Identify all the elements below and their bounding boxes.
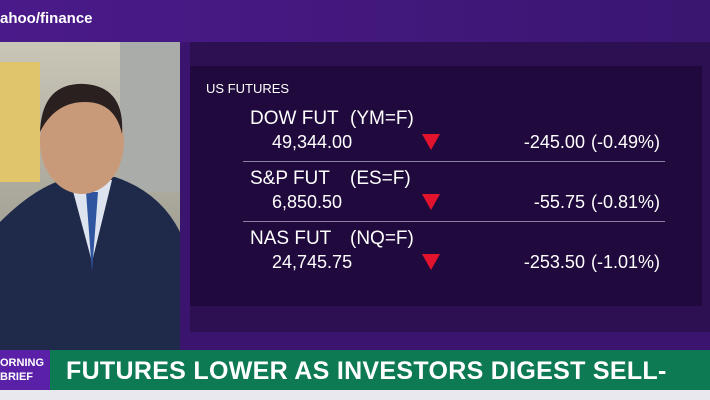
presenter [0, 42, 180, 350]
down-arrow [422, 194, 440, 210]
video-feed [0, 42, 180, 350]
futures-panel [190, 66, 702, 306]
label-line: BRIEF [0, 371, 33, 383]
future-ticker: (YM=F) [350, 108, 414, 129]
change-percent: (-0.81%) [590, 192, 660, 212]
down-arrow [422, 254, 440, 270]
future-ticker: (ES=F) [350, 168, 411, 189]
panel-title: US FUTURES [206, 81, 290, 96]
future-price: 6,850.50 [272, 192, 343, 212]
down-arrow [422, 134, 440, 150]
change-value: -245.00 [523, 132, 585, 152]
show-label: ORNING BRIEF [0, 350, 50, 392]
row-divider [243, 221, 665, 222]
future-change: -253.50 (-1.01%) [410, 252, 660, 273]
change-value: -253.50 [523, 252, 585, 272]
future-name: NAS FUT [250, 228, 332, 249]
headline-banner [0, 350, 710, 390]
change-percent: (-0.49%) [590, 132, 660, 152]
future-name: DOW FUT [250, 108, 339, 129]
change-value: -55.75 [533, 192, 585, 212]
future-price: 49,344.00 [272, 132, 353, 152]
top-bar [0, 0, 710, 42]
future-ticker: (NQ=F) [350, 228, 414, 249]
logo: ahoo/finance [0, 10, 93, 27]
lower-strip [0, 390, 710, 400]
change-percent: (-1.01%) [590, 252, 660, 272]
future-change: -55.75 (-0.81%) [410, 192, 660, 213]
future-price: 24,745.75 [272, 252, 353, 272]
future-change: -245.00 (-0.49%) [410, 132, 660, 153]
label-line: ORNING [0, 357, 44, 369]
future-name: S&P FUT [250, 168, 330, 189]
row-divider [243, 161, 665, 162]
